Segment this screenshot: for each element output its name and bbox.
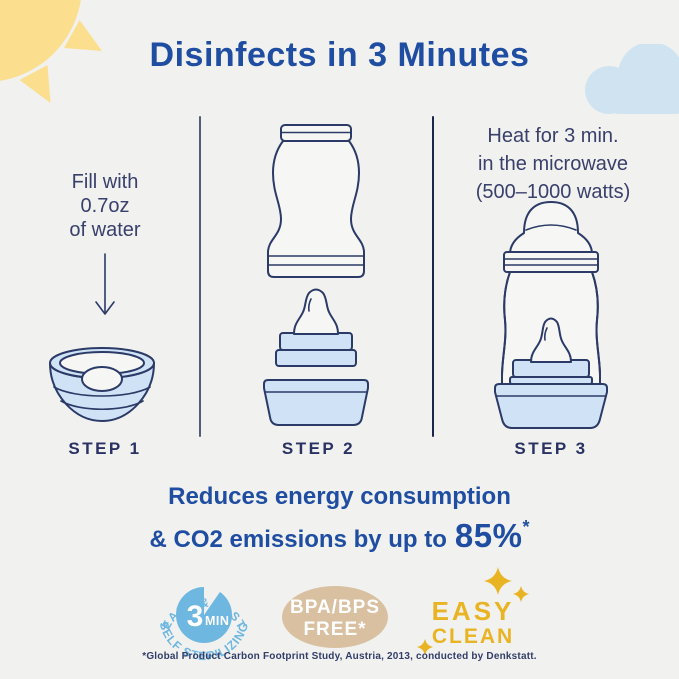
badge-3min-number: 3 — [187, 600, 204, 633]
down-arrow-icon — [95, 253, 115, 315]
step3-instruction-line: Heat for 3 min. — [487, 125, 619, 147]
easy-clean-line1: EASY — [432, 596, 515, 626]
footnote: *Global Product Carbon Footprint Study, … — [142, 651, 537, 662]
column-divider-2 — [432, 116, 434, 437]
badge-clock-wedge — [204, 585, 221, 615]
badge-ellipse — [282, 586, 388, 648]
claim-footnote-marker: * — [522, 517, 530, 537]
step1-instruction-line: of water — [69, 219, 141, 241]
step3-instruction: Heat for 3 min. in the microwave (500–10… — [438, 122, 668, 206]
step1-label: STEP 1 — [68, 439, 142, 458]
bottle-parts-stack-illustration — [263, 124, 369, 426]
step1-instruction: Fill with 0.7oz of water — [25, 170, 185, 242]
step3-instruction-line: in the microwave — [477, 153, 629, 175]
claim-highlight: 85% — [454, 517, 523, 554]
bpa-free-badge: BPA/BPS FREE* — [282, 586, 388, 648]
claim-line2: & CO2 emissions by up to 85%* — [0, 511, 679, 556]
sparkle-icon — [484, 567, 512, 595]
easy-clean-badge: EASY CLEAN — [417, 567, 529, 655]
badge-3min-unit: MIN — [205, 614, 229, 628]
assembled-bottle-illustration — [494, 201, 608, 429]
step1-instruction-line: 0.7oz — [80, 195, 130, 217]
page-title: Disinfects in 3 Minutes — [149, 36, 530, 74]
cloud-icon — [585, 44, 679, 114]
sparkle-icon — [513, 586, 529, 602]
bpa-line2: FREE* — [303, 619, 366, 640]
step3-instruction-line: (500–1000 watts) — [475, 181, 631, 203]
claim-line1: Reduces energy consumption — [168, 483, 511, 510]
sun-icon — [0, 0, 102, 103]
claim-line2-prefix: & CO2 emissions by up to — [149, 526, 447, 553]
sterilizer-bowl-illustration — [49, 347, 155, 422]
step1-instruction-line: Fill with — [71, 171, 139, 193]
self-sterilizing-badge: • EASY & FAST • SELF STERILIZING 3 MIN — [149, 560, 250, 663]
column-divider-1 — [199, 116, 201, 437]
step3-label: STEP 3 — [514, 439, 588, 458]
bpa-line1: BPA/BPS — [290, 597, 380, 618]
easy-clean-line2: CLEAN — [432, 625, 514, 648]
energy-claim: Reduces energy consumption & CO2 emissio… — [0, 482, 679, 556]
step2-label: STEP 2 — [281, 439, 356, 458]
sparkle-icon — [417, 639, 433, 655]
